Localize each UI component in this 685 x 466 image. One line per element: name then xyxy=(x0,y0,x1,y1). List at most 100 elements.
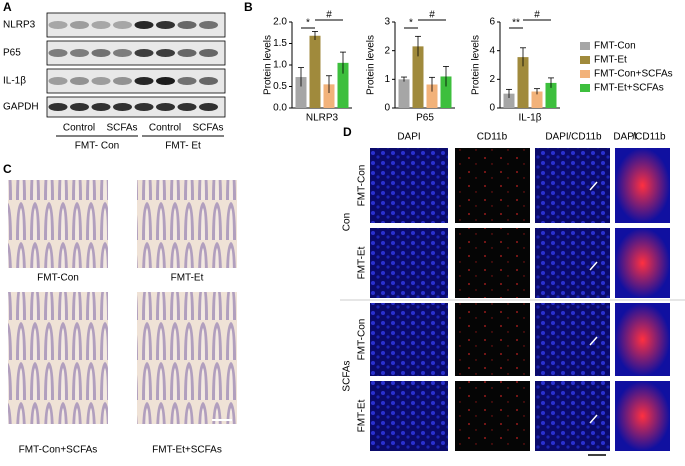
band xyxy=(177,103,197,111)
y-tick-label: 1 xyxy=(384,74,390,85)
band xyxy=(91,49,111,57)
fluorescence-image xyxy=(455,148,530,223)
panel-label: D xyxy=(343,125,352,139)
band xyxy=(199,103,218,111)
band xyxy=(156,103,175,111)
chart-title: IL-1β xyxy=(519,113,542,124)
group-label: Con xyxy=(342,213,353,231)
band xyxy=(134,77,154,85)
band xyxy=(113,77,132,85)
y-tick-label: 2 xyxy=(489,74,495,85)
fluorescence-image xyxy=(370,228,448,298)
y-tick-label: 0 xyxy=(384,103,390,114)
legend-label: FMT-Con+SCFAs xyxy=(594,69,673,80)
chart-title: NLRP3 xyxy=(306,113,339,124)
band xyxy=(91,103,111,111)
bar xyxy=(309,35,321,109)
group-label: FMT- Con xyxy=(75,141,119,152)
group-label: SCFAs xyxy=(342,360,353,391)
column-header: DAPI xyxy=(397,132,420,143)
fluorescence-image xyxy=(535,148,610,223)
bar xyxy=(337,62,349,108)
sig-mark: # xyxy=(534,10,540,21)
sig-mark: # xyxy=(429,10,435,21)
panel-label: C xyxy=(3,162,12,176)
group-label: FMT- Et xyxy=(165,141,201,152)
caption: FMT-Con xyxy=(37,273,79,284)
fluorescence-image xyxy=(615,381,670,451)
protein-label: NLRP3 xyxy=(3,20,36,31)
fluorescence-image xyxy=(535,381,610,451)
bar-charts: 0.0 0.5 1.0 1.5 2.0 Protein levels NLRP3 * #0 1 2 3… xyxy=(263,10,673,124)
micrograph xyxy=(137,292,237,424)
y-tick-label: 3 xyxy=(384,17,390,28)
y-tick-label: 4 xyxy=(489,45,495,56)
bar xyxy=(531,91,543,108)
band xyxy=(134,49,154,57)
fluorescence-image xyxy=(455,228,530,298)
micrograph xyxy=(137,180,237,268)
protein-label: IL-1β xyxy=(3,76,26,87)
band xyxy=(199,49,218,57)
bar xyxy=(295,77,307,108)
protein-label: GAPDH xyxy=(3,102,39,113)
band xyxy=(70,103,89,111)
band xyxy=(199,21,218,29)
lane-label: SCFAs xyxy=(106,123,137,134)
chart-title: P65 xyxy=(416,113,434,124)
bar xyxy=(323,84,335,108)
band xyxy=(177,77,197,85)
y-tick-label: 0.0 xyxy=(273,103,287,114)
fluorescence-image xyxy=(455,381,530,451)
row-label: FMT-Con xyxy=(357,165,368,207)
legend-swatch xyxy=(580,42,590,50)
protein-label: P65 xyxy=(3,48,21,59)
band xyxy=(177,49,197,57)
band xyxy=(156,49,175,57)
band xyxy=(48,77,68,85)
band xyxy=(70,21,89,29)
y-axis-label: Protein levels xyxy=(263,35,274,95)
y-tick-label: 1.5 xyxy=(273,38,287,49)
sig-mark: * xyxy=(409,18,413,29)
legend-label: FMT-Et+SCFAs xyxy=(594,83,664,94)
band xyxy=(48,49,68,57)
bar xyxy=(545,82,557,108)
lane-label: Control xyxy=(63,123,95,134)
band xyxy=(177,21,197,29)
legend-swatch xyxy=(580,84,590,92)
y-axis-label: Protein levels xyxy=(366,35,377,95)
bar xyxy=(503,93,515,108)
legend-label: FMT-Et xyxy=(594,55,627,66)
y-axis-label: Protein levels xyxy=(471,35,482,95)
band xyxy=(48,103,68,111)
micrograph xyxy=(8,180,108,268)
arrow xyxy=(589,414,598,424)
fluorescence-image xyxy=(535,303,610,376)
y-tick-label: 1.0 xyxy=(273,60,287,71)
arrow xyxy=(589,336,598,346)
band xyxy=(91,77,111,85)
sig-mark: ** xyxy=(512,18,520,29)
lane-label: SCFAs xyxy=(192,123,223,134)
y-tick-label: 0 xyxy=(489,103,495,114)
band xyxy=(113,103,132,111)
fluorescence-image xyxy=(370,303,448,376)
legend-swatch xyxy=(580,56,590,64)
band xyxy=(156,21,175,29)
column-header: /CD11b xyxy=(568,132,602,143)
fluorescence-image xyxy=(370,381,448,451)
fluorescence-image xyxy=(455,303,530,376)
bar xyxy=(412,46,424,108)
band xyxy=(199,77,218,85)
column-header: CD11b xyxy=(477,132,508,143)
fluorescence-image xyxy=(615,303,670,376)
column-header: DAPI xyxy=(613,132,636,143)
western-blot: NLRP3 P65 IL-1β GAPDH Control SCFAs Control SCF… xyxy=(3,12,226,152)
bar xyxy=(398,79,410,108)
row-label: FMT-Con xyxy=(357,319,368,361)
y-tick-label: 6 xyxy=(489,17,495,28)
bar xyxy=(517,57,529,108)
legend-swatch xyxy=(580,70,590,78)
